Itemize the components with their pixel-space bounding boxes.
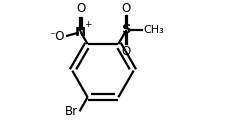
Text: +: + — [84, 20, 92, 29]
Text: O: O — [121, 45, 130, 58]
Text: CH₃: CH₃ — [143, 25, 163, 35]
Text: ⁻O: ⁻O — [49, 30, 64, 43]
Text: Br: Br — [65, 105, 78, 118]
Text: S: S — [121, 23, 131, 36]
Text: O: O — [76, 2, 85, 15]
Text: N: N — [75, 26, 86, 39]
Text: O: O — [121, 2, 130, 15]
